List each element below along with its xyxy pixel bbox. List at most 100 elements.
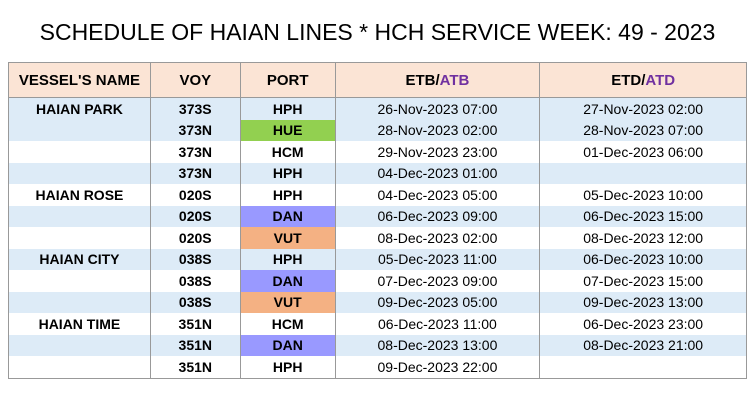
port-cell: HPH (239, 184, 336, 206)
cell-text: 05-Dec-2023 10:00 (583, 186, 704, 203)
port-cell: DAN (239, 334, 336, 356)
voy-cell: 038S (149, 291, 241, 313)
etd-cell: 07-Dec-2023 15:00 (539, 270, 747, 292)
row: HAIAN ROSE 020S HPH 04-Dec-2023 05:00 05-Dec… (8, 184, 747, 206)
voy-cell: 351N (149, 334, 241, 356)
vessel-cell: HAIAN ROSE (8, 184, 151, 206)
row: 038S DAN 07-Dec-2023 09:00 07-Dec-2023 15:0… (8, 270, 747, 292)
cell-text: 08-Dec-2023 13:00 (377, 337, 498, 354)
vessel-cell (8, 356, 151, 379)
row: HAIAN TIME 351N HCM 06-Dec-2023 11:00 06-Dec… (8, 313, 747, 335)
cell-text: 038S (178, 272, 212, 289)
cell-text: HAIAN ROSE (35, 186, 124, 203)
voy-cell: 373N (149, 162, 241, 184)
cell-text: 020S (178, 229, 212, 246)
header-cell: VOY (149, 62, 241, 98)
port-cell: HPH (239, 97, 336, 120)
schedule-table: VESSEL'S NAME VOY PORT ETB/ATB ETD/ATD H… (8, 62, 747, 379)
cell-text: HPH (272, 165, 303, 182)
etb-cell: 29-Nov-2023 23:00 (334, 141, 541, 163)
vessel-cell (8, 205, 151, 227)
vessel-cell: HAIAN TIME (8, 313, 151, 335)
port-cell: HPH (239, 162, 336, 184)
cell-text: 08-Dec-2023 02:00 (377, 229, 498, 246)
cell-text: 06-Dec-2023 09:00 (377, 208, 498, 225)
cell-text: 038S (178, 251, 212, 268)
etd-cell: 06-Dec-2023 15:00 (539, 205, 747, 227)
etd-cell: 28-Nov-2023 07:00 (539, 119, 747, 141)
cell-text: 08-Dec-2023 21:00 (583, 337, 704, 354)
row: 351N HPH 09-Dec-2023 22:00 (8, 356, 747, 379)
cell-text: 09-Dec-2023 22:00 (377, 358, 498, 375)
header-text: ATB (439, 71, 470, 89)
cell-text: DAN (272, 337, 303, 354)
port-cell: DAN (239, 270, 336, 292)
cell-text: 28-Nov-2023 02:00 (377, 122, 498, 139)
etd-cell: 01-Dec-2023 06:00 (539, 141, 747, 163)
row: HAIAN PARK 373S HPH 26-Nov-2023 07:00 27-Nov… (8, 97, 747, 120)
voy-cell: 020S (149, 205, 241, 227)
voy-cell: 351N (149, 356, 241, 379)
cell-text: 05-Dec-2023 11:00 (378, 251, 497, 268)
port-cell: HPH (239, 356, 336, 379)
header-cell: PORT (239, 62, 336, 98)
etd-cell: 08-Dec-2023 21:00 (539, 334, 747, 356)
cell-text: 09-Dec-2023 05:00 (377, 294, 498, 311)
cell-text: HPH (272, 358, 303, 375)
port-cell: VUT (239, 227, 336, 249)
voy-cell: 038S (149, 248, 241, 270)
cell-text: HCM (271, 315, 304, 332)
vessel-cell: HAIAN PARK (8, 97, 151, 120)
etb-cell: 28-Nov-2023 02:00 (334, 119, 541, 141)
vessel-cell (8, 270, 151, 292)
cell-text: HCM (271, 143, 304, 160)
cell-text: HPH (272, 186, 303, 203)
etd-cell: 08-Dec-2023 12:00 (539, 227, 747, 249)
etb-cell: 09-Dec-2023 22:00 (334, 356, 541, 379)
cell-text: 09-Dec-2023 13:00 (583, 294, 704, 311)
voy-cell: 020S (149, 184, 241, 206)
row: 373N HCM 29-Nov-2023 23:00 01-Dec-2023 06:0… (8, 141, 747, 163)
row: 351N DAN 08-Dec-2023 13:00 08-Dec-2023 21:0… (8, 334, 747, 356)
voy-cell: 351N (149, 313, 241, 335)
port-cell: HCM (239, 313, 336, 335)
etd-cell (539, 162, 747, 184)
cell-text: HPH (272, 100, 303, 117)
port-cell: HCM (239, 141, 336, 163)
title: SCHEDULE OF HAIAN LINES * HCH SERVICE WE… (39, 19, 716, 45)
cell-text: 07-Dec-2023 09:00 (377, 272, 498, 289)
cell-text: 038S (178, 294, 212, 311)
cell-text: 020S (178, 208, 212, 225)
cell-text: DAN (272, 272, 303, 289)
voy-cell: 373S (149, 97, 241, 120)
cell-text: HPH (272, 251, 303, 268)
etb-cell: 07-Dec-2023 09:00 (334, 270, 541, 292)
cell-text: 351N (178, 315, 213, 332)
cell-text: VUT (273, 294, 302, 311)
cell-text: HUE (272, 122, 303, 139)
vessel-cell (8, 227, 151, 249)
voy-cell: 373N (149, 141, 241, 163)
header-text: ATD (645, 71, 676, 89)
vessel-cell (8, 291, 151, 313)
port-cell: VUT (239, 291, 336, 313)
cell-text: 06-Dec-2023 23:00 (583, 315, 704, 332)
cell-text: 373N (178, 122, 213, 139)
cell-text: HAIAN CITY (39, 251, 120, 268)
vessel-cell: HAIAN CITY (8, 248, 151, 270)
header-cell: ETB/ATB (334, 62, 541, 98)
vessel-cell (8, 141, 151, 163)
cell-text: 01-Dec-2023 06:00 (583, 143, 704, 160)
port-cell: HUE (239, 119, 336, 141)
cell-text: 373S (178, 100, 212, 117)
cell-text: 06-Dec-2023 15:00 (583, 208, 704, 225)
vessel-cell (8, 162, 151, 184)
row: 020S DAN 06-Dec-2023 09:00 06-Dec-2023 15:0… (8, 205, 747, 227)
cell-text: DAN (272, 208, 303, 225)
cell-text: 020S (178, 186, 212, 203)
cell-text: VUT (273, 229, 302, 246)
cell-text: 373N (178, 143, 213, 160)
cell-text: 27-Nov-2023 02:00 (583, 100, 704, 117)
etd-cell: 09-Dec-2023 13:00 (539, 291, 747, 313)
row: 373N HUE 28-Nov-2023 02:00 28-Nov-2023 07:0… (8, 119, 747, 141)
